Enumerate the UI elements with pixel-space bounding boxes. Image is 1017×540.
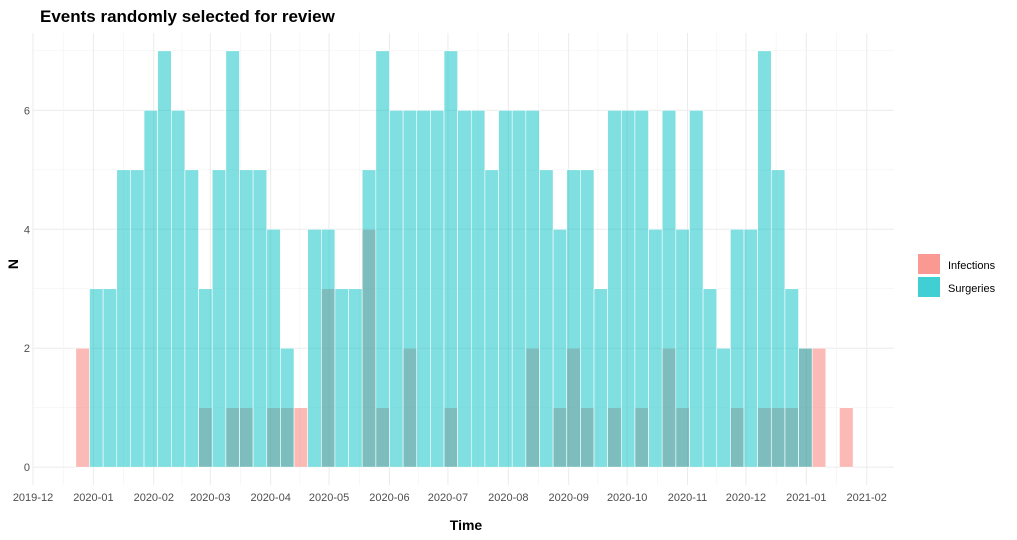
x-tick-label: 2020-03 [190,492,230,504]
bar-surgeries [648,228,663,468]
bar-surgeries [580,169,595,468]
x-tick-label: 2020-02 [134,492,174,504]
x-tick-label: 2019-12 [13,492,53,504]
bar-surgeries [280,347,295,468]
bar-surgeries [607,110,622,468]
bar-surgeries [89,288,104,468]
x-axis-title: Time [450,517,483,533]
bar-surgeries [730,228,745,468]
legend: Infections Surgeries [918,254,996,297]
bar-surgeries [770,169,786,468]
x-tick-label: 2021-02 [847,492,887,504]
bar-infections [75,347,90,468]
bar-surgeries [320,228,336,468]
bar-surgeries [784,288,799,468]
bar-surgeries [757,50,772,468]
bar-surgeries [211,169,227,468]
bar-surgeries [511,110,527,468]
bar-surgeries [593,288,608,468]
bar-surgeries [130,169,145,468]
bar-surgeries [416,110,431,468]
y-tick-label: 4 [24,224,30,236]
legend-label-infections: Infections [948,260,996,272]
bar-surgeries [498,110,513,468]
bar-surgeries [389,110,404,468]
bar-surgeries [252,169,268,468]
bar-surgeries [430,110,445,468]
x-tick-label: 2020-05 [309,492,349,504]
x-tick-label: 2020-10 [607,492,647,504]
bar-surgeries [525,110,540,468]
bar-surgeries [375,50,390,468]
bar-surgeries [634,110,649,468]
bar-surgeries [307,228,322,468]
y-tick-label: 0 [24,462,30,474]
bar-surgeries [470,110,486,468]
bar-surgeries [266,228,281,468]
bar-surgeries [675,228,690,468]
bar-surgeries [689,110,704,468]
bar-infections [811,347,827,468]
bar-surgeries [402,110,418,468]
legend-key-surgeries [918,277,940,297]
bar-surgeries [171,110,186,468]
x-tick-label: 2020-09 [549,492,589,504]
bar-surgeries [661,110,677,468]
bar-surgeries [620,110,636,468]
bar-surgeries [743,228,758,468]
legend-label-surgeries: Surgeries [948,283,996,295]
bar-surgeries [457,110,472,468]
bar-surgeries [334,288,349,468]
y-tick-label: 6 [24,105,30,117]
bar-surgeries [143,110,158,468]
bar-infections [839,407,854,468]
bars [75,50,854,468]
x-axis-ticks: 2019-12 2020-01 2020-02 2020-03 2020-04 2020-… [13,492,887,504]
x-tick-label: 2020-06 [369,492,409,504]
bar-surgeries [198,288,213,468]
x-tick-label: 2020-04 [250,492,290,504]
bar-surgeries [539,169,554,468]
bar-surgeries [361,169,377,468]
legend-key-infections [918,254,940,274]
x-tick-label: 2020-08 [488,492,528,504]
x-tick-label: 2020-07 [428,492,468,504]
bar-surgeries [239,169,254,468]
x-tick-label: 2020-12 [726,492,766,504]
x-tick-label: 2021-01 [786,492,826,504]
y-axis-title: N [5,259,21,269]
bar-surgeries [566,169,581,468]
bar-surgeries [102,288,118,468]
bar-surgeries [484,169,499,468]
bar-surgeries [116,169,131,468]
bar-surgeries [157,50,172,468]
bar-surgeries [443,50,458,468]
bar-surgeries [702,288,718,468]
bar-surgeries [348,288,363,468]
bar-surgeries [716,347,731,468]
bar-infections [293,407,308,468]
y-tick-label: 2 [24,343,30,355]
chart-title: Events randomly selected for review [40,7,336,26]
y-axis-ticks: 0 2 4 6 [24,105,30,474]
x-tick-label: 2020-01 [73,492,113,504]
x-tick-label: 2020-11 [668,492,708,504]
bar-surgeries [552,228,568,468]
bar-surgeries [225,50,240,468]
bar-surgeries [184,169,199,468]
bar-surgeries [798,347,813,468]
